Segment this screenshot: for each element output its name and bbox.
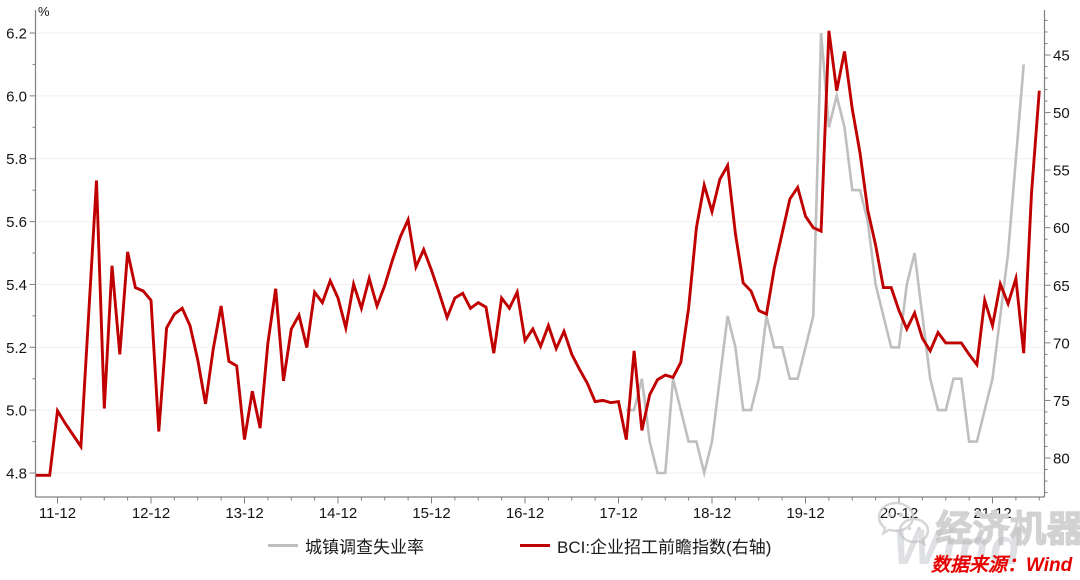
right-axis-tick-label: 80 [1053, 451, 1070, 468]
right-axis-tick-label: 65 [1053, 278, 1070, 295]
legend: 城镇调查失业率 BCI:企业招工前瞻指数(右轴) [268, 533, 771, 558]
left-axis-tick-label: 5.4 [6, 277, 27, 294]
brand-watermark: 经济机器 [935, 507, 1080, 550]
right-axis-tick-label: 55 [1053, 163, 1070, 180]
right-axis-tick-label: 60 [1053, 220, 1070, 237]
wechat-icon [877, 501, 930, 547]
left-axis-unit-label: % [38, 4, 50, 19]
data-source-note: 数据来源：Wind [931, 555, 1073, 576]
unemployment-line [626, 32, 1025, 479]
left-axis-tick-label: 5.6 [6, 214, 27, 231]
x-axis-tick-label: 14-12 [319, 505, 357, 522]
wind-watermark: Wind [893, 519, 1023, 575]
right-axis-tick-label: 70 [1053, 335, 1070, 352]
x-axis-tick-label: 15-12 [412, 505, 450, 522]
bci-legend-label: BCI:企业招工前瞻指数(右轴) [557, 538, 772, 557]
left-axis-tick-label: 6.0 [6, 88, 27, 105]
bci-legend-swatch [520, 544, 550, 547]
legend-item-unemployment: 城镇调查失业率 [268, 533, 424, 558]
left-axis-tick-label: 6.2 [6, 26, 27, 43]
x-axis-tick-label: 13-12 [225, 505, 263, 522]
x-axis-tick-label: 16-12 [506, 505, 544, 522]
x-axis-tick-label: 12-12 [132, 505, 170, 522]
right-axis-tick-label: 45 [1053, 48, 1070, 65]
x-axis-tick-label: 21-12 [973, 505, 1011, 522]
bci-line [36, 30, 1041, 477]
x-axis-tick-label: 19-12 [786, 505, 824, 522]
unemployment-legend-label: 城镇调查失业率 [305, 538, 424, 557]
left-axis-tick-label: 4.8 [6, 466, 27, 483]
x-axis-tick-label: 17-12 [599, 505, 637, 522]
left-axis-tick-label: 5.8 [6, 151, 27, 168]
unemployment-legend-swatch [268, 544, 298, 547]
x-axis-tick-label: 11-12 [39, 505, 76, 522]
right-axis-tick-label: 50 [1053, 105, 1070, 122]
left-axis-tick-label: 5.0 [6, 403, 27, 420]
x-axis-tick-label: 18-12 [693, 505, 731, 522]
right-axis-tick-label: 75 [1053, 393, 1070, 410]
left-axis-tick-label: 5.2 [6, 340, 27, 357]
legend-item-bci: BCI:企业招工前瞻指数(右轴) [520, 533, 771, 558]
